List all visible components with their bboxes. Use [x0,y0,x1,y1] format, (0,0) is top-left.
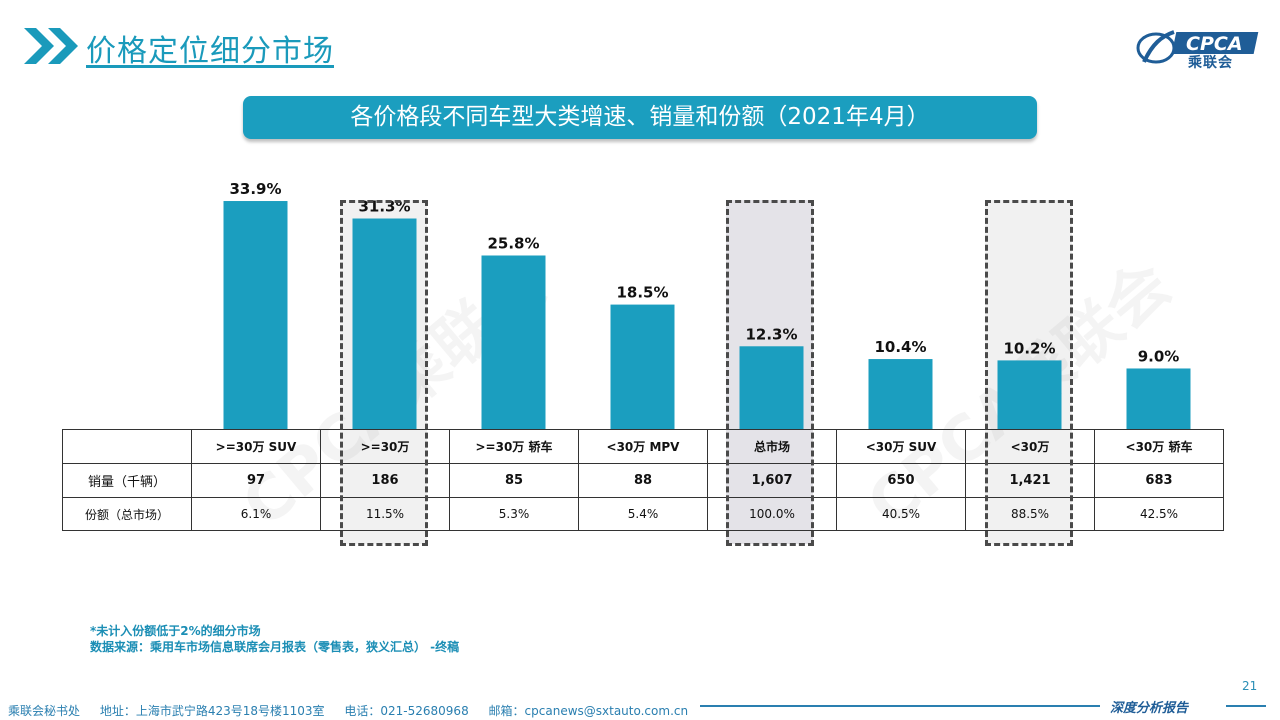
table-cell: 88 [578,463,708,498]
table-header-cell: >=30万 轿车 [449,429,579,464]
table-header-cell: <30万 SUV [836,429,966,464]
footer-rule [1226,705,1266,707]
bar-value-label: 10.2% [1003,339,1055,357]
footnotes: *未计入份额低于2%的细分市场 数据来源：乘用车市场信息联席会月报表（零售表，狭… [90,623,459,655]
footer-office: 乘联会秘书处 [8,704,81,718]
table-cell: 5.3% [449,497,579,531]
table-cell: 683 [1094,463,1224,498]
logo-text: CPCA [1186,33,1243,55]
bar [610,304,675,429]
dashed-highlight-ge30 [340,200,428,546]
table-cell: 85 [449,463,579,498]
dashed-highlight-lt30 [985,200,1073,546]
bar [739,346,804,429]
bar-value-label: 9.0% [1138,347,1180,365]
row-label-sales: 销量（千辆） [62,463,192,498]
footnote-source: 数据来源：乘用车市场信息联席会月报表（零售表，狭义汇总） -终稿 [90,640,460,654]
table-cell: 6.1% [191,497,321,531]
report-tag: 深度分析报告 [1110,701,1189,716]
page-title: 价格定位细分市场 [86,34,334,69]
dashed-highlight-total [726,200,814,546]
bar-value-label: 33.9% [229,180,281,198]
bar-value-label: 25.8% [487,234,539,252]
bar [352,218,417,429]
bar [223,201,288,429]
table-cell: 42.5% [1094,497,1224,531]
bar-value-label: 12.3% [745,325,797,343]
bar [997,360,1062,429]
table-cell: 97 [191,463,321,498]
footnote-threshold: *未计入份额低于2%的细分市场 [90,624,261,638]
bar [1126,368,1191,429]
logo-chinese-text: 乘联会 [1188,55,1233,71]
table-cell: 5.4% [578,497,708,531]
chevron-right-icon [24,28,78,64]
table-cell: 650 [836,463,966,498]
table-cell: 40.5% [836,497,966,531]
bar-value-label: 10.4% [874,338,926,356]
table-header-cell: <30万 MPV [578,429,708,464]
footer-email: 邮箱：cpcanews@sxtauto.com.cn [488,704,689,718]
chart-banner-title: 各价格段不同车型大类增速、销量和份额（2021年4月） [243,96,1037,139]
bar-value-label: 18.5% [616,284,668,302]
footer-rule [700,705,1100,707]
row-label-share: 份额（总市场） [62,497,192,531]
footer-address: 地址：上海市武宁路423号18号楼1103室 [99,704,325,718]
page-number: 21 [1242,679,1258,693]
footer: 乘联会秘书处 地址：上海市武宁路423号18号楼1103室 电话：021-526… [8,702,704,719]
table-corner-cell [62,429,192,464]
bar [868,359,933,429]
bar [481,255,546,429]
cpca-logo-icon: CPCA [1136,30,1259,64]
table-header-cell: >=30万 SUV [191,429,321,464]
table-header-cell: <30万 轿车 [1094,429,1224,464]
footer-phone: 电话：021-52680968 [344,704,469,718]
